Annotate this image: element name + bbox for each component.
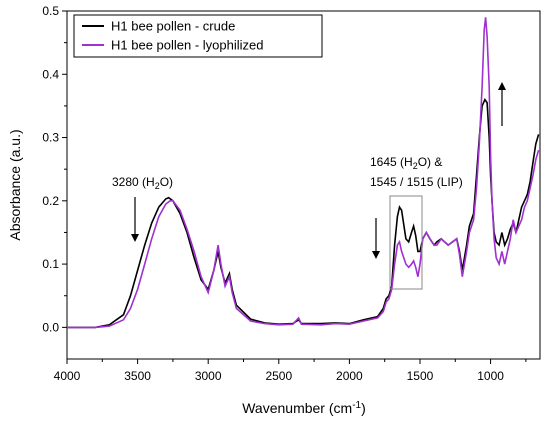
x-tick-label: 3000 bbox=[195, 369, 222, 383]
legend: H1 bee pollen - crude H1 bee pollen - ly… bbox=[73, 14, 323, 58]
y-tick-label: 0.1 bbox=[42, 257, 59, 271]
series-line-crude bbox=[67, 97, 540, 329]
series-line-lyophilized bbox=[67, 17, 540, 329]
y-tick-label: 0.5 bbox=[42, 4, 59, 18]
y-tick-label: 0.3 bbox=[42, 131, 59, 145]
y-tick-label: 0.0 bbox=[42, 320, 59, 334]
x-tick-label: 3500 bbox=[124, 369, 151, 383]
legend-box bbox=[73, 14, 323, 58]
legend-label-lyophilized: H1 bee pollen - lyophilized bbox=[111, 38, 263, 53]
x-axis-label: Wavenumber (cm-1) bbox=[242, 400, 366, 416]
x-axis-ticks: 4000 3500 3000 2500 2000 1500 1000 bbox=[54, 359, 527, 383]
highlight-box-amide bbox=[389, 195, 423, 290]
annotation-3280: 3280 (H2O) bbox=[112, 175, 173, 191]
plot-frame bbox=[66, 10, 541, 360]
x-tick-label: 2000 bbox=[336, 369, 363, 383]
annotation-1645: 1645 (H2O) & bbox=[370, 155, 442, 171]
y-tick-label: 0.4 bbox=[42, 67, 59, 81]
x-tick-label: 2500 bbox=[265, 369, 292, 383]
y-tick-label: 0.2 bbox=[42, 194, 59, 208]
x-tick-label: 1500 bbox=[407, 369, 434, 383]
y-axis-ticks: 0.0 0.1 0.2 0.3 0.4 0.5 bbox=[42, 4, 67, 334]
x-tick-label: 4000 bbox=[54, 369, 81, 383]
x-tick-label: 1000 bbox=[477, 369, 504, 383]
annotation-lip: 1545 / 1515 (LIP) bbox=[370, 175, 463, 189]
y-axis-label: Absorbance (a.u.) bbox=[7, 129, 23, 240]
legend-label-crude: H1 bee pollen - crude bbox=[111, 19, 235, 34]
